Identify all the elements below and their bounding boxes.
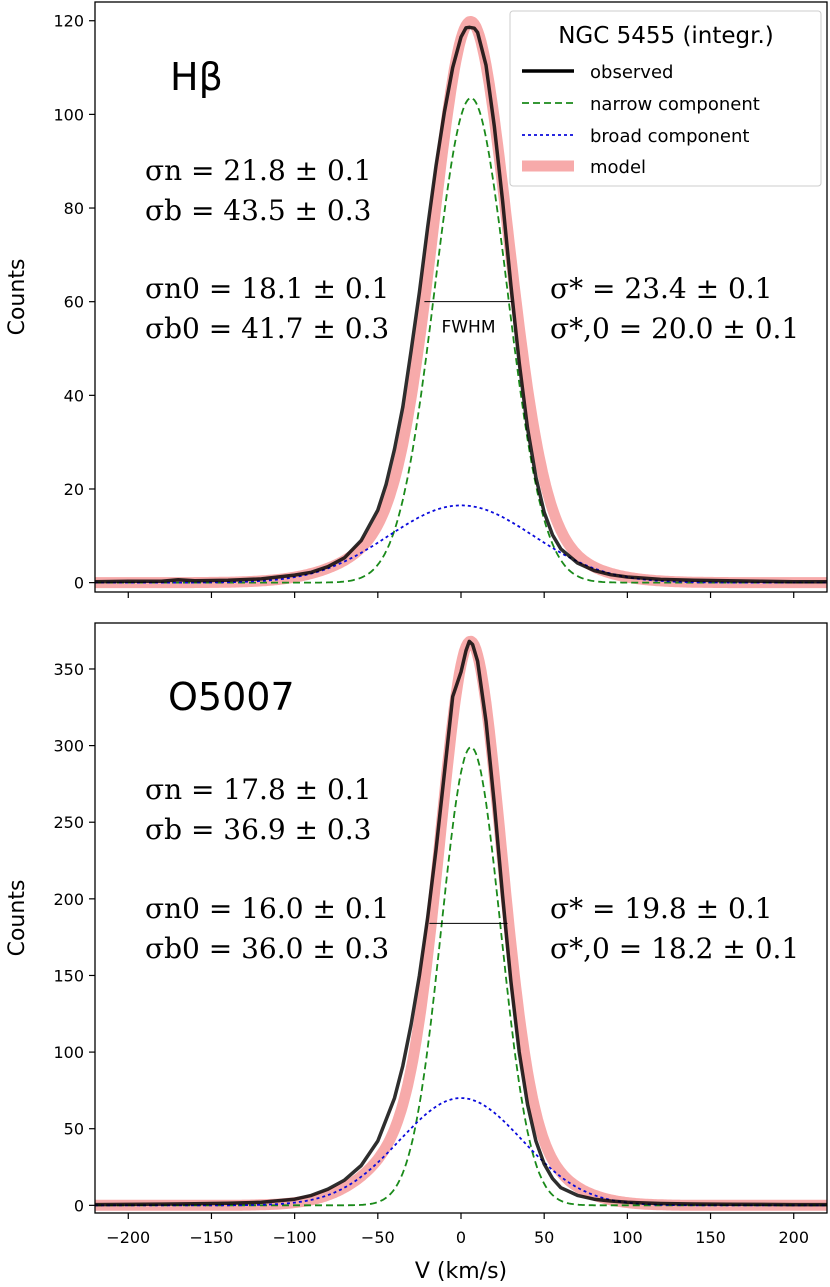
hbeta-fwhm-label: FWHM [441,318,495,338]
hbeta-y-tick-label: 40 [64,386,84,405]
hbeta-observed-line [95,25,827,584]
o5007-x-tick-label: 0 [456,1228,466,1247]
o5007-sigma-n: σn = 17.8 ± 0.1 [145,773,372,806]
o5007-x-ticks: −200 −150 −100 −50 0 50 100 150 200 [106,1213,809,1247]
o5007-y-tick-label: 100 [53,1043,84,1062]
o5007-broad-component-line [95,1097,827,1207]
o5007-sigma-b0: σb0 = 36.0 ± 0.3 [145,932,389,965]
hbeta-sigma-star: σ* = 23.4 ± 0.1 [550,272,773,305]
x-axis-title: V (km/s) [415,1259,507,1284]
hbeta-line-name: Hβ [170,55,223,99]
hbeta-sigma-star0: σ*,0 = 20.0 ± 0.1 [550,312,799,345]
o5007-y-axis-title: Counts [5,880,30,957]
legend-label-observed: observed [590,62,673,83]
o5007-y-tick-label: 0 [74,1196,84,1215]
o5007-y-tick-label: 250 [53,813,84,832]
o5007-x-tick-label: −100 [273,1228,317,1247]
o5007-observed-line [95,639,827,1207]
o5007-y-tick-label: 300 [53,737,84,756]
o5007-x-tick-label: −150 [189,1228,233,1247]
legend-label-model: model [590,157,646,178]
hbeta-y-tick-label: 80 [64,199,84,218]
hbeta-sigma-b: σb = 43.5 ± 0.3 [145,194,371,227]
hbeta-y-tick-label: 20 [64,480,84,499]
o5007-y-tick-label: 50 [64,1120,84,1139]
hbeta-x-ticks [127,592,795,598]
o5007-sigma-n0: σn0 = 16.0 ± 0.1 [145,892,389,925]
hbeta-y-tick-label: 60 [64,293,84,312]
hbeta-broad-component-line [95,504,827,584]
o5007-sigma-b: σb = 36.9 ± 0.3 [145,813,371,846]
o5007-x-tick-label: 200 [778,1228,809,1247]
o5007-x-tick-label: 50 [534,1228,554,1247]
legend-title: NGC 5455 (integr.) [558,23,774,49]
o5007-y-tick-label: 150 [53,966,84,985]
o5007-y-tick-label: 200 [53,890,84,909]
o5007-x-tick-label: −50 [361,1228,395,1247]
o5007-sigma-star0: σ*,0 = 18.2 ± 0.1 [550,932,799,965]
hbeta-y-tick-label: 100 [53,105,84,124]
panel-hbeta: 0 20 40 60 80 100 120 Counts FWHM Hβ σn = 21.8… [5,1,828,598]
o5007-x-tick-label: 100 [612,1228,643,1247]
legend-box [509,10,822,187]
legend-label-broad: broad component [590,126,749,147]
hbeta-sigma-n0: σn0 = 18.1 ± 0.1 [145,272,389,305]
hbeta-sigma-b0: σb0 = 41.7 ± 0.3 [145,312,389,345]
hbeta-sigma-n: σn = 21.8 ± 0.1 [145,154,372,187]
o5007-line-name: O5007 [168,675,295,719]
hbeta-y-tick-label: 120 [53,12,84,31]
legend: NGC 5455 (integr.) observed narrow compo… [509,10,822,187]
o5007-y-ticks: 0 50 100 150 200 250 300 350 [53,660,95,1215]
o5007-x-tick-label: 150 [695,1228,726,1247]
panel-hbeta-curves [95,16,827,589]
panel-o5007: 0 50 100 150 200 250 300 350 −200 −150 −100 −50 0 50… [5,622,828,1284]
hbeta-y-tick-label: 0 [74,574,84,593]
o5007-sigma-star: σ* = 19.8 ± 0.1 [550,892,773,925]
hbeta-y-ticks: 0 20 40 60 80 100 120 [53,12,95,593]
legend-label-narrow: narrow component [590,94,760,115]
o5007-x-tick-label: −200 [106,1228,150,1247]
panel-o5007-curves [95,635,827,1211]
hbeta-y-axis-title: Counts [5,259,30,336]
o5007-y-tick-label: 350 [53,660,84,679]
